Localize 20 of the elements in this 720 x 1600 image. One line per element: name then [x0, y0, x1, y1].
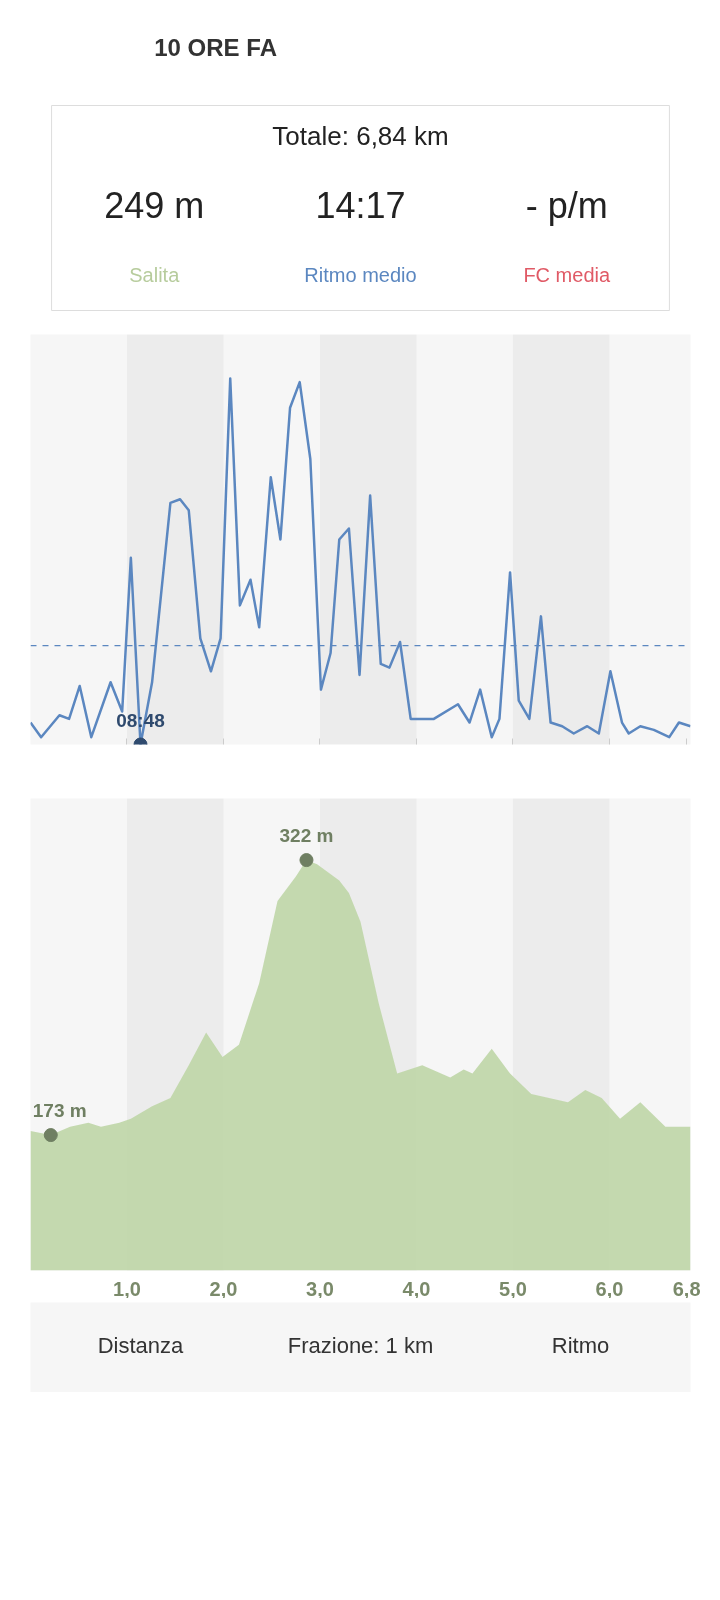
text: 14:17: [315, 184, 406, 226]
text: - p/m: [525, 184, 608, 226]
x-tick-label: 5,0: [499, 1277, 527, 1300]
text: Salita: [129, 263, 181, 286]
text: FC media: [523, 263, 611, 286]
text: Totale: 6,84 km: [272, 120, 449, 151]
x-tick-label: 6,8: [672, 1277, 701, 1300]
text: Ritmo medio: [304, 263, 417, 286]
text: Distanza: [97, 1332, 185, 1358]
text: Frazione: 1 km: [287, 1332, 434, 1358]
x-tick-label: 2,0: [209, 1277, 238, 1300]
x-tick-label: 1,0: [113, 1277, 141, 1300]
x-tick-label: 3,0: [306, 1277, 334, 1300]
x-tick-label: 6,0: [595, 1277, 624, 1300]
text: 10 ORE FA: [154, 33, 277, 61]
x-tick-label: 4,0: [402, 1277, 431, 1300]
text: Ritmo: [551, 1332, 610, 1358]
annotation: 173 m: [32, 1100, 87, 1122]
annotation: 322 m: [279, 825, 334, 847]
text: 249 m: [104, 184, 205, 226]
